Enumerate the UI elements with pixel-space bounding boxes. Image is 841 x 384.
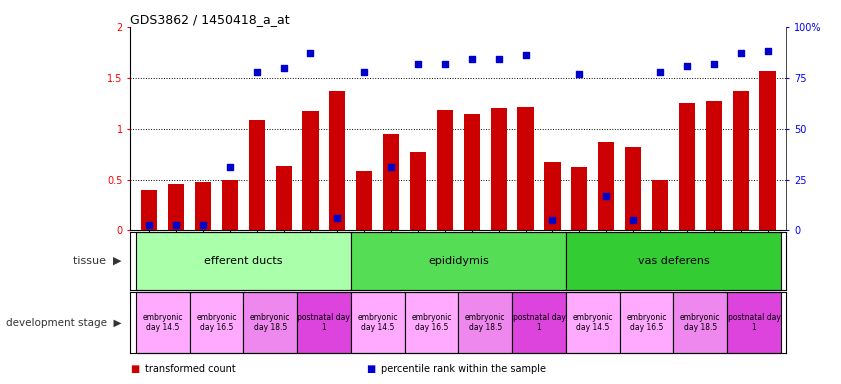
Bar — [135, 292, 189, 353]
Text: embryonic
day 16.5: embryonic day 16.5 — [627, 313, 667, 332]
Bar — [544, 162, 560, 230]
Point — [573, 71, 586, 77]
Point — [761, 48, 775, 55]
Point — [546, 217, 559, 223]
Text: transformed count: transformed count — [145, 364, 236, 374]
Bar — [410, 152, 426, 230]
Bar — [625, 147, 641, 230]
Text: embryonic
day 14.5: embryonic day 14.5 — [573, 313, 613, 332]
Point — [600, 193, 613, 199]
Text: ■: ■ — [366, 364, 375, 374]
Bar — [357, 171, 373, 230]
Point — [734, 50, 748, 56]
Bar — [276, 166, 292, 230]
Bar — [490, 108, 507, 230]
Point — [357, 69, 371, 75]
Bar — [598, 142, 614, 230]
Bar — [189, 292, 243, 353]
Text: GDS3862 / 1450418_a_at: GDS3862 / 1450418_a_at — [130, 13, 290, 26]
Text: embryonic
day 16.5: embryonic day 16.5 — [411, 313, 452, 332]
Bar — [759, 71, 775, 230]
Bar — [195, 182, 211, 230]
Bar — [249, 121, 265, 230]
Text: embryonic
day 18.5: embryonic day 18.5 — [680, 313, 721, 332]
Bar — [222, 180, 238, 230]
Point — [465, 56, 479, 63]
Bar — [652, 180, 668, 230]
Text: postnatal day
1: postnatal day 1 — [727, 313, 780, 332]
Text: efferent ducts: efferent ducts — [204, 256, 283, 266]
Point — [250, 69, 263, 75]
Point — [627, 217, 640, 223]
Text: percentile rank within the sample: percentile rank within the sample — [381, 364, 546, 374]
Bar — [566, 232, 781, 290]
Text: vas deferens: vas deferens — [637, 256, 709, 266]
Bar — [351, 232, 566, 290]
Point — [196, 222, 209, 228]
Bar — [243, 292, 297, 353]
Bar — [620, 292, 674, 353]
Text: embryonic
day 14.5: embryonic day 14.5 — [357, 313, 398, 332]
Bar — [297, 292, 351, 353]
Text: postnatal day
1: postnatal day 1 — [298, 313, 351, 332]
Bar — [733, 91, 748, 230]
Bar — [168, 184, 184, 230]
Bar — [566, 292, 620, 353]
Bar — [727, 292, 781, 353]
Text: embryonic
day 16.5: embryonic day 16.5 — [196, 313, 236, 332]
Point — [411, 60, 425, 66]
Point — [304, 50, 317, 56]
Point — [331, 215, 344, 221]
Bar — [706, 101, 722, 230]
Bar — [674, 292, 727, 353]
Text: embryonic
day 18.5: embryonic day 18.5 — [250, 313, 290, 332]
Text: embryonic
day 14.5: embryonic day 14.5 — [142, 313, 182, 332]
Bar — [571, 167, 587, 230]
Point — [438, 60, 452, 66]
Bar — [383, 134, 399, 230]
Bar — [517, 107, 534, 230]
Text: ■: ■ — [130, 364, 140, 374]
Bar — [303, 111, 319, 230]
Point — [277, 65, 290, 71]
Bar — [405, 292, 458, 353]
Text: development stage  ▶: development stage ▶ — [7, 318, 122, 328]
Point — [653, 69, 667, 75]
Bar — [351, 292, 405, 353]
Bar — [135, 232, 351, 290]
Bar — [463, 114, 480, 230]
Bar — [458, 292, 512, 353]
Point — [223, 164, 236, 170]
Point — [707, 60, 721, 66]
Bar — [330, 91, 346, 230]
Bar — [436, 110, 453, 230]
Point — [680, 63, 694, 69]
Bar — [512, 292, 566, 353]
Text: tissue  ▶: tissue ▶ — [73, 256, 122, 266]
Point — [384, 164, 398, 170]
Text: postnatal day
1: postnatal day 1 — [512, 313, 565, 332]
Text: epididymis: epididymis — [428, 256, 489, 266]
Point — [142, 222, 156, 228]
Bar — [679, 103, 695, 230]
Point — [492, 56, 505, 63]
Bar — [141, 190, 157, 230]
Text: embryonic
day 18.5: embryonic day 18.5 — [465, 313, 505, 332]
Point — [519, 52, 532, 58]
Point — [169, 222, 182, 228]
